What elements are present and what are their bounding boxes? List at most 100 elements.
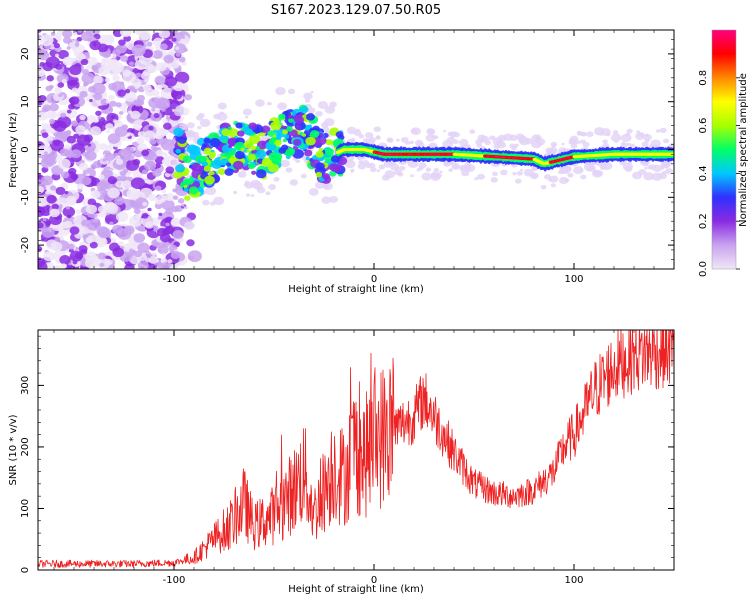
noise-blob [118,39,126,46]
signal-blob [305,156,310,161]
noise-blob [131,44,146,57]
noise-blob [76,183,84,190]
noise-blob [89,40,102,51]
noise-blob [55,35,62,41]
noise-blob [49,103,59,112]
noise-blob [79,114,86,121]
halo-blob [651,172,663,181]
noise-blob [163,122,172,130]
noise-blob [159,233,171,243]
noise-blob [105,35,114,43]
noise-blob [125,159,140,171]
halo-blob [626,128,633,134]
noise-blob [50,31,56,36]
noise-blob [133,250,142,258]
signal-blob [315,162,325,171]
halo-blob [496,141,507,149]
signal-blob [302,133,307,137]
halo-blob [500,169,508,176]
noise-blob [147,152,158,161]
signal-blob [295,124,302,130]
noise-blob [38,245,43,253]
halo-blob [409,140,415,145]
halo-blob [273,176,280,182]
noise-blob [151,108,156,112]
noise-blob [155,62,167,72]
halo-blob [662,138,670,144]
halo-blob [451,162,461,170]
halo-blob [656,129,661,133]
noise-blob [96,226,109,237]
noise-blob [43,151,48,155]
halo-blob [614,140,618,143]
noise-blob [50,241,63,252]
halo-blob [602,142,610,149]
noise-blob [171,90,183,100]
noise-blob [157,102,165,110]
halo-blob [650,139,661,148]
noise-blob [110,114,116,119]
halo-blob [314,181,325,189]
noise-blob [70,100,76,105]
halo-blob [535,135,539,139]
halo-blob [576,131,583,136]
signal-blob [261,125,271,133]
noise-blob [66,135,76,144]
noise-blob [180,116,185,121]
signal-blob [274,139,282,147]
halo-blob [449,131,458,138]
halo-blob [369,167,377,173]
halo-blob [375,135,381,140]
signal-blob [278,113,286,120]
noise-blob [150,145,157,151]
signal-blob [267,163,279,173]
noise-blob [141,149,150,157]
signal-blob [270,121,282,131]
noise-blob [141,212,149,219]
noise-blob [126,244,132,249]
noise-blob [54,236,61,242]
noise-blob [117,228,132,240]
noise-blob [161,159,168,165]
noise-blob [38,101,43,106]
signal-blob [287,115,293,119]
halo-blob [244,115,249,119]
y-tick-label: 0 [20,567,31,573]
halo-blob [329,195,339,203]
signal-blob [274,133,283,140]
noise-blob [39,34,54,47]
halo-blob [322,126,330,133]
noise-blob [84,251,97,262]
noise-blob [142,83,152,92]
noise-blob [46,75,55,82]
halo-blob [559,165,571,175]
noise-blob [174,43,187,54]
colorbar: 0.0 0.2 0.4 0.6 0.8 Normalized spectral ampl… [698,29,749,277]
signal-blob [335,131,344,138]
halo-blob [576,140,582,145]
noise-blob [39,61,46,67]
halo-blob [550,183,556,188]
halo-blob [324,105,336,114]
noise-blob [175,52,181,57]
noise-blob [97,205,108,214]
halo-blob [353,129,362,136]
noise-blob [38,49,47,57]
noise-blob [124,263,134,269]
noise-blob [90,126,101,136]
halo-blob [531,140,542,149]
halo-blob [545,147,554,154]
noise-blob [133,233,146,243]
snr-ylabel: SNR (10 * v/v) [8,414,19,485]
signal-blob [315,171,323,178]
noise-blob [75,125,86,135]
noise-blob [59,255,71,265]
halo-blob [564,178,570,183]
signal-blob [235,122,243,129]
x-tick-label: -100 [163,575,186,586]
halo-blob [641,141,649,147]
noise-blob [68,103,76,110]
halo-blob [626,142,632,147]
signal-blob [228,144,233,149]
noise-blob [75,209,82,215]
